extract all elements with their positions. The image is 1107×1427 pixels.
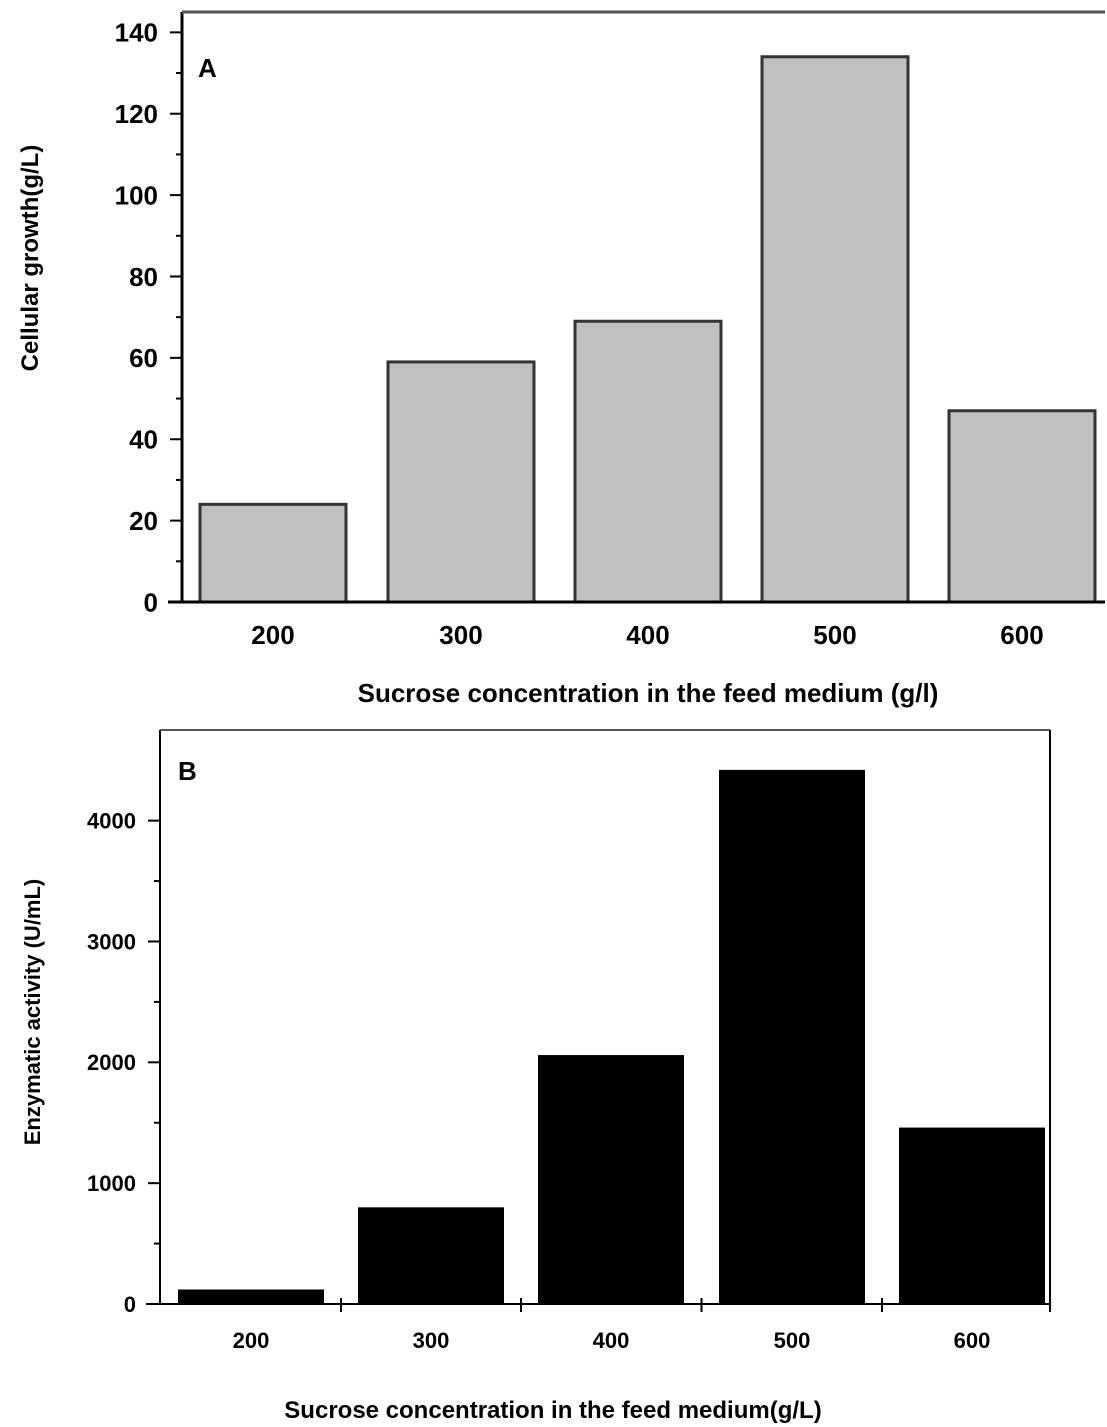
x-tick-label: 300 [413,1328,450,1353]
bar-500 [719,769,865,1304]
panel-a-y-axis-label: Cellular growth(g/L) [17,145,44,372]
y-tick-label: 120 [115,99,158,129]
y-tick-label: 4000 [87,809,136,834]
bar-300 [386,360,536,604]
panel-a-axes [168,10,1105,604]
panel-b-axes [146,729,1051,1305]
panel-a-x-axis-label: Sucrose concentration in the feed medium… [358,678,939,708]
x-tick-label: 300 [439,620,482,650]
y-tick-label: 60 [129,343,158,373]
panel-a: 0 20 40 60 80 100 120 140 200 300 400 500 600 A Suc… [17,10,1105,708]
panel-b-y-ticks: 0 1000 2000 3000 4000 [87,809,160,1317]
bar-400 [573,319,723,604]
bar-200 [198,502,348,604]
x-tick-label: 400 [593,1328,630,1353]
y-tick-label: 1000 [87,1171,136,1196]
x-tick-label: 200 [233,1328,270,1353]
y-tick-label: 80 [129,262,158,292]
bar-600 [947,409,1097,604]
x-tick-label: 600 [1000,620,1043,650]
panel-a-y-ticks: 0 20 40 60 80 100 120 140 [115,18,182,617]
x-tick-label: 500 [774,1328,811,1353]
y-tick-label: 140 [115,18,158,48]
y-tick-label: 40 [129,425,158,455]
panel-b-bars [178,769,1045,1304]
x-tick-label: 500 [813,620,856,650]
panel-b-x-ticks: 200 300 400 500 600 [233,1298,1051,1353]
bar-500 [760,55,910,604]
bar-600 [899,1127,1045,1304]
x-tick-label: 600 [954,1328,991,1353]
x-tick-label: 200 [251,620,294,650]
bar-300 [358,1207,504,1304]
panel-a-bars [198,55,1097,604]
panel-a-x-ticks: 200 300 400 500 600 [251,620,1043,650]
y-tick-label: 3000 [87,929,136,954]
panel-a-label: A [198,53,217,83]
bar-200 [178,1289,324,1304]
panel-b-label: B [178,756,197,786]
y-tick-label: 0 [144,587,158,617]
panel-b-y-axis-label: Enzymatic activity (U/mL) [20,879,45,1146]
bar-400 [538,1055,684,1304]
panel-b-x-axis-label: Sucrose concentration in the feed medium… [284,1397,821,1424]
panel-b: 0 1000 2000 3000 4000 200 300 400 500 600 B Sucr… [20,729,1051,1424]
y-tick-label: 0 [124,1292,136,1317]
x-tick-label: 400 [626,620,669,650]
y-tick-label: 100 [115,180,158,210]
y-tick-label: 20 [129,506,158,536]
y-tick-label: 2000 [87,1050,136,1075]
